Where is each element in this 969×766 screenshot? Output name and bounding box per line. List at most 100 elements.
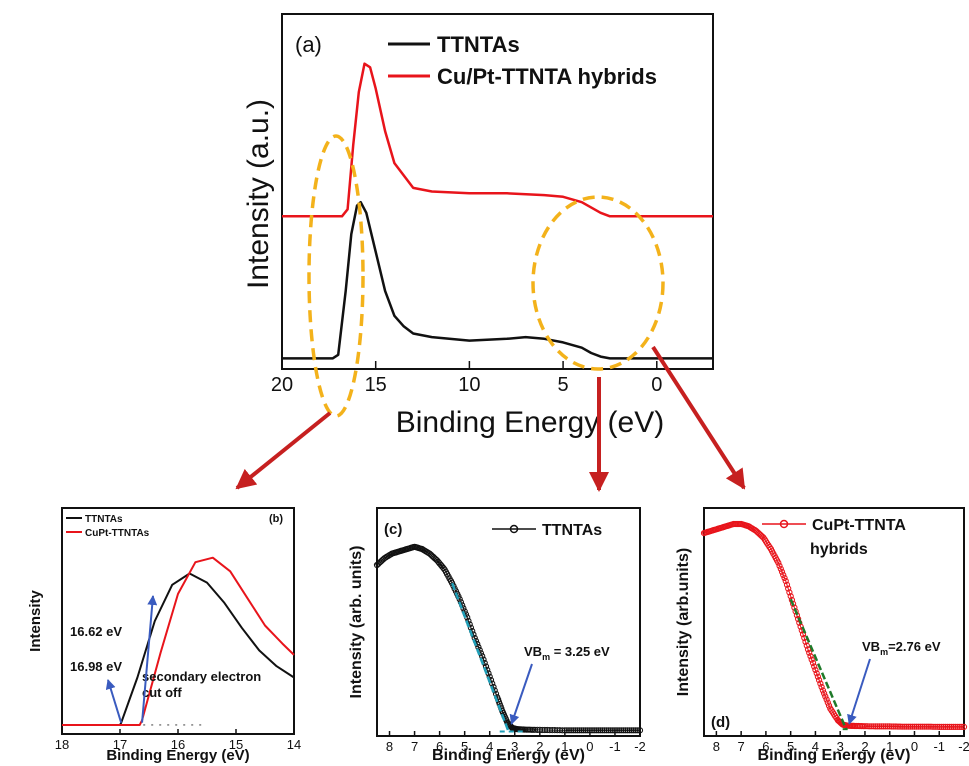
data-point	[905, 723, 912, 730]
data-point	[570, 727, 577, 734]
data-point	[821, 690, 828, 697]
data-point	[597, 727, 604, 734]
x-tick-label: 1	[561, 739, 568, 754]
x-tick-label: 1	[886, 739, 893, 754]
x-tick-label: 20	[271, 374, 293, 396]
x-tick-label: 16	[171, 737, 185, 752]
data-point	[620, 727, 627, 734]
legend-label: TTNTAs	[437, 32, 520, 57]
data-point	[888, 723, 895, 730]
data-point	[811, 663, 818, 670]
data-point	[816, 677, 823, 684]
x-tick-label: 3	[837, 739, 844, 754]
data-point	[913, 723, 920, 730]
data-point	[863, 723, 871, 730]
data-point	[960, 723, 968, 731]
data-point	[868, 723, 875, 730]
data-point	[861, 723, 869, 730]
data-point	[934, 723, 941, 730]
data-point	[786, 589, 793, 596]
annotation-text: VBm=2.76 eV	[862, 639, 941, 657]
data-point	[860, 723, 867, 730]
x-tick-label: 3	[511, 739, 518, 754]
data-point	[921, 723, 928, 730]
x-tick-label: -2	[634, 739, 646, 754]
data-point	[909, 723, 916, 730]
data-point	[940, 723, 947, 731]
data-point	[956, 723, 964, 731]
plot-frame	[61, 507, 295, 735]
x-tick-label: 18	[55, 737, 69, 752]
data-point	[874, 723, 881, 730]
data-point	[776, 562, 783, 569]
data-point	[894, 723, 902, 730]
annotation-arrow	[141, 595, 158, 723]
x-tick-label: 6	[436, 739, 443, 754]
data-point	[630, 727, 637, 734]
x-tick-label: 5	[787, 739, 794, 754]
data-point	[809, 659, 817, 667]
data-point	[925, 723, 933, 730]
data-point	[574, 727, 581, 734]
data-point	[780, 571, 787, 579]
data-point	[872, 723, 879, 730]
data-point	[781, 574, 788, 582]
data-point	[806, 649, 813, 656]
data-point	[624, 727, 631, 734]
data-point	[946, 723, 953, 731]
data-point	[899, 723, 906, 730]
data-point	[954, 723, 961, 731]
data-point	[636, 727, 644, 734]
data-point	[936, 723, 943, 731]
data-point	[814, 673, 822, 680]
data-point	[787, 593, 794, 600]
data-point	[915, 723, 922, 730]
data-point	[799, 631, 807, 638]
x-tick-label: 0	[911, 739, 918, 754]
data-point	[584, 727, 591, 734]
data-point	[611, 727, 619, 734]
data-point	[782, 577, 789, 585]
x-tick-label: 0	[651, 374, 662, 396]
data-point	[919, 723, 926, 730]
legend-marker	[779, 519, 789, 529]
legend-label: TTNTAs	[85, 514, 123, 525]
annotation-text: 16.98 eV	[70, 659, 122, 674]
data-point	[595, 727, 602, 734]
series-line-cupt-hybrids	[282, 62, 713, 218]
data-point	[618, 727, 625, 734]
data-point	[593, 727, 600, 734]
legend-label: Cu/Pt-TTNTA hybrids	[437, 64, 657, 89]
zoom-arrow	[651, 345, 746, 490]
data-point	[958, 723, 966, 731]
data-point	[822, 693, 829, 700]
data-point	[952, 723, 959, 731]
data-point	[942, 723, 949, 731]
data-point	[911, 723, 918, 730]
data-point	[917, 723, 924, 730]
x-tick-label: 7	[411, 739, 418, 754]
data-point	[565, 727, 573, 734]
data-point	[790, 600, 797, 607]
data-point	[878, 723, 885, 730]
highlight-ellipse	[307, 134, 365, 418]
series-line	[376, 546, 640, 731]
y-axis-title: Intensity	[27, 590, 44, 652]
x-tick-label: 2	[536, 739, 543, 754]
data-point	[819, 687, 827, 694]
annotation-arrow	[105, 679, 123, 723]
annotation-text: 16.62 eV	[70, 624, 122, 639]
panel-label: (c)	[384, 521, 402, 538]
x-tick-label: 15	[365, 374, 387, 396]
x-tick-label: 0	[586, 739, 593, 754]
x-tick-label: 14	[287, 737, 301, 752]
data-point	[804, 646, 812, 653]
x-axis-title: Binding Energy (eV)	[432, 747, 585, 764]
data-point	[599, 727, 606, 734]
data-point	[603, 727, 610, 734]
x-tick-label: 2	[861, 739, 868, 754]
plot-frame	[281, 13, 714, 370]
data-point	[884, 723, 891, 730]
x-tick-label: 17	[113, 737, 127, 752]
